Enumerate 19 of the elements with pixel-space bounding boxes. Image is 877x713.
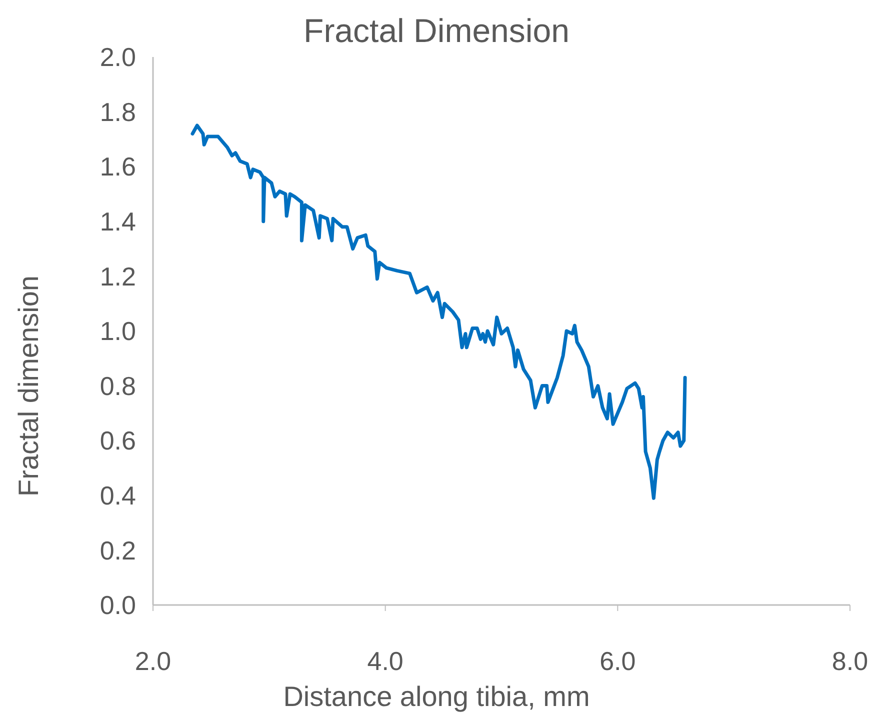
- y-tick-label: 1.6: [100, 152, 136, 182]
- y-tick-label: 0.4: [100, 480, 136, 510]
- y-tick-label: 0.8: [100, 370, 136, 401]
- y-axis-title: Fractal dimension: [13, 276, 44, 496]
- y-tick-label: 0.0: [100, 590, 136, 620]
- y-tick-label: 1.2: [100, 261, 136, 292]
- x-tick-label: 4.0: [367, 646, 404, 676]
- y-tick-label: 0.6: [100, 426, 136, 456]
- y-tick-label: 1.0: [100, 316, 136, 346]
- y-tick-label: 1.8: [100, 96, 136, 127]
- x-axis-title: Distance along tibia, mm: [283, 681, 590, 712]
- line-series: [190, 124, 687, 500]
- y-tick-label: 1.4: [100, 206, 136, 236]
- x-tick-label: 8.0: [832, 646, 868, 676]
- y-tick-label: 0.2: [100, 535, 136, 566]
- x-tick-label: 6.0: [600, 646, 636, 676]
- chart-title: Fractal Dimension: [304, 12, 570, 49]
- x-tick-label: 2.0: [134, 646, 172, 676]
- y-tick-label: 2.0: [100, 42, 136, 72]
